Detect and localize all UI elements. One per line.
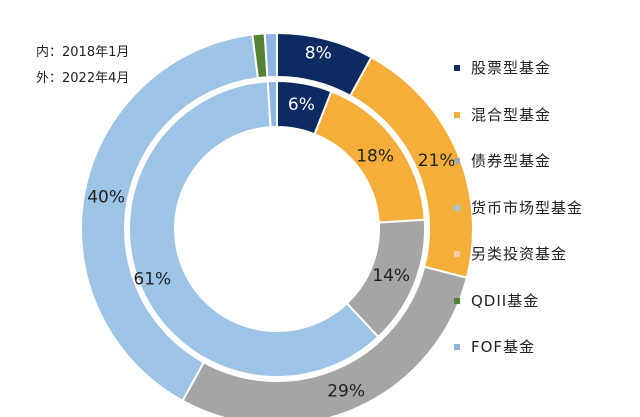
outer-data-label-2: 29% <box>327 382 365 402</box>
outer-slice-3 <box>80 33 260 403</box>
legend-swatch <box>454 344 460 350</box>
legend-swatch <box>454 158 460 164</box>
ring-notes: 内：2018年1月 外：2022年4月 <box>36 40 129 92</box>
inner-ring-note: 内：2018年1月 <box>36 45 130 60</box>
legend-swatch <box>454 65 460 71</box>
inner-slice-6 <box>266 79 278 129</box>
outer-ring <box>80 31 474 417</box>
legend-label: 混合型基金 <box>471 105 552 124</box>
outer-ring-note: 外：2022年4月 <box>36 71 130 86</box>
outer-data-label-1: 21% <box>418 151 456 171</box>
legend-label: 货币市场型基金 <box>471 198 584 217</box>
inner-data-label-3: 61% <box>133 270 171 290</box>
legend-swatch <box>454 251 460 257</box>
legend-label: 债券型基金 <box>471 152 552 170</box>
outer-slice-6 <box>263 31 278 79</box>
legend-label: 股票型基金 <box>471 59 552 77</box>
inner-data-label-2: 14% <box>372 266 410 286</box>
outer-data-label-0: 8% <box>305 44 332 64</box>
legend-swatch <box>454 297 460 304</box>
legend-label: QDII基金 <box>471 291 540 310</box>
legend-label: FOF基金 <box>471 338 536 356</box>
inner-ring <box>128 79 426 378</box>
legend-swatch <box>454 111 460 118</box>
legend-swatch <box>454 204 460 211</box>
inner-data-label-0: 6% <box>288 95 315 115</box>
legend-label: 另类投资基金 <box>471 245 568 263</box>
inner-data-label-1: 18% <box>356 147 394 167</box>
outer-data-label-3: 40% <box>87 187 125 207</box>
inner-slice-3 <box>128 80 380 378</box>
